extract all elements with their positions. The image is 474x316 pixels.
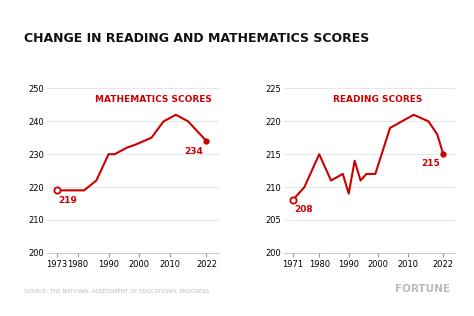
Text: SOURCE: THE NATIONAL ASSESSMENT OF EDUCATIONAL PROGRESS: SOURCE: THE NATIONAL ASSESSMENT OF EDUCA… xyxy=(24,289,209,294)
Text: 219: 219 xyxy=(58,196,77,205)
Text: READING SCORES: READING SCORES xyxy=(333,95,423,104)
Text: CHANGE IN READING AND MATHEMATICS SCORES: CHANGE IN READING AND MATHEMATICS SCORES xyxy=(24,32,369,45)
Text: 208: 208 xyxy=(294,205,313,215)
Text: FORTUNE: FORTUNE xyxy=(395,284,450,294)
Text: 234: 234 xyxy=(184,147,203,156)
Text: 215: 215 xyxy=(421,160,440,168)
Text: MATHEMATICS SCORES: MATHEMATICS SCORES xyxy=(95,95,212,104)
